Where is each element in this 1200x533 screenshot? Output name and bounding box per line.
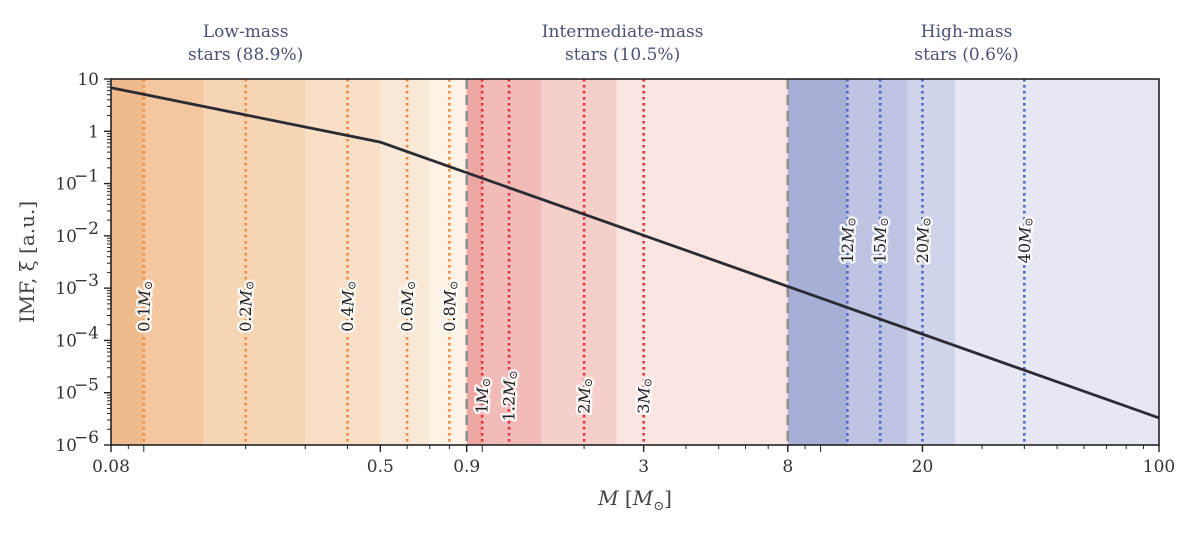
- x-tick-label-2: 0.9: [453, 457, 480, 477]
- y-tick-label-3: 10: [55, 227, 77, 247]
- mass-markers: [142, 79, 1026, 445]
- mass-label-text: 0.4M⊙: [338, 281, 358, 332]
- mass-band-10: [787, 79, 848, 445]
- mass-marker-label-2: 0.4M⊙0.4M⊙: [336, 278, 361, 334]
- region-boundaries: [465, 79, 790, 445]
- y-axis-title: IMF, ξ [a.u.]: [15, 201, 39, 323]
- mass-band-12: [906, 79, 956, 445]
- y-tick-exponent-3: −2: [74, 219, 99, 239]
- mass-label-text: 40M⊙: [1015, 217, 1035, 263]
- mass-marker-labels: 0.1M⊙0.1M⊙ 0.2M⊙0.2M⊙ 0.4M⊙0.4M⊙ 0.6M⊙0.6M⊙…: [132, 215, 1038, 424]
- y-tick-exponent-6: −5: [74, 376, 99, 396]
- x-tick-label-6: 100: [1143, 457, 1175, 477]
- x-axis-title: M [M⊙]: [597, 486, 672, 514]
- x-tick-label-1: 0.5: [367, 457, 394, 477]
- imf-curve-0: [110, 86, 1160, 420]
- region-title-line1-2: High-mass: [921, 22, 1013, 42]
- x-axis-ticks: 0.08 0.5 0.9 3 8 20 100: [92, 445, 1175, 477]
- axis-titles: M [M⊙] IMF, ξ [a.u.]: [15, 201, 672, 514]
- y-tick-exponent-7: −6: [74, 428, 99, 448]
- mass-band-1: [143, 79, 204, 445]
- region-title-line1-1: Intermediate-mass: [542, 22, 704, 42]
- x-tick-label-5: 20: [912, 457, 934, 477]
- y-tick-label-6: 10: [55, 384, 77, 404]
- y-tick-exponent-2: −1: [74, 167, 99, 187]
- y-tick-label-0: 10: [77, 70, 99, 90]
- mass-marker-label-3: 0.6M⊙0.6M⊙: [395, 278, 420, 334]
- x-tick-label-3: 3: [638, 457, 649, 477]
- mass-label-text: 0.1M⊙: [134, 281, 154, 332]
- region-title-line2-2: stars (0.6%): [914, 45, 1018, 65]
- y-tick-label-7: 10: [55, 436, 77, 456]
- mass-label-halo: 0.2M⊙: [236, 281, 256, 332]
- mass-label-halo: 0.8M⊙: [440, 281, 460, 332]
- mass-band-6: [466, 79, 483, 445]
- mass-band-11: [847, 79, 907, 445]
- mass-marker-label-5: 1M⊙1M⊙: [470, 375, 495, 416]
- mass-band-2: [203, 79, 306, 445]
- region-titles: Low-mass stars (88.9%) Intermediate-mass st…: [188, 22, 1019, 65]
- mass-label-text: 12M⊙: [838, 217, 858, 263]
- y-tick-label-5: 10: [55, 331, 77, 351]
- mass-label-halo: 12M⊙: [838, 217, 858, 263]
- region-title-line2-1: stars (10.5%): [565, 45, 680, 65]
- y-tick-label-1: 1: [88, 122, 99, 142]
- mass-label-text: 1M⊙: [473, 378, 493, 414]
- mass-marker-label-1: 0.2M⊙0.2M⊙: [234, 278, 259, 334]
- mass-marker-label-6: 1.2M⊙1.2M⊙: [497, 368, 522, 424]
- mass-band-9: [616, 79, 788, 445]
- imf-curve-group: [110, 86, 1160, 420]
- plot-border: [110, 78, 1160, 446]
- mass-label-text: 15M⊙: [871, 217, 891, 263]
- mass-band-4: [380, 79, 430, 445]
- mass-label-text: 0.2M⊙: [236, 281, 256, 332]
- plot-frame: [110, 78, 1160, 446]
- mass-label-text: 1.2M⊙: [499, 370, 519, 421]
- region-title-line1-0: Low-mass: [203, 22, 289, 42]
- mass-band-0: [111, 79, 144, 445]
- mass-label-text: 0.6M⊙: [398, 281, 418, 332]
- x-tick-label-4: 8: [782, 457, 793, 477]
- mass-label-halo: 0.4M⊙: [338, 281, 358, 332]
- y-tick-label-4: 10: [55, 279, 77, 299]
- y-tick-exponent-4: −3: [74, 271, 99, 291]
- mass-marker-label-4: 0.8M⊙0.8M⊙: [437, 278, 462, 334]
- mass-label-text: 0.8M⊙: [440, 281, 460, 332]
- region-title-line2-0: stars (88.9%): [188, 45, 303, 65]
- mass-marker-label-0: 0.1M⊙0.1M⊙: [132, 278, 157, 334]
- mass-band-13: [955, 79, 1159, 445]
- mass-label-halo: 0.6M⊙: [398, 281, 418, 332]
- mass-label-halo: 1.2M⊙: [499, 370, 519, 421]
- mass-label-text: 20M⊙: [913, 217, 933, 263]
- y-tick-label-2: 10: [55, 175, 77, 195]
- y-tick-exponent-5: −4: [74, 323, 99, 343]
- mass-marker-label-9: 12M⊙12M⊙: [835, 215, 860, 266]
- mass-band-7: [482, 79, 542, 445]
- mass-band-8: [541, 79, 617, 445]
- x-tick-label-0: 0.08: [92, 457, 130, 477]
